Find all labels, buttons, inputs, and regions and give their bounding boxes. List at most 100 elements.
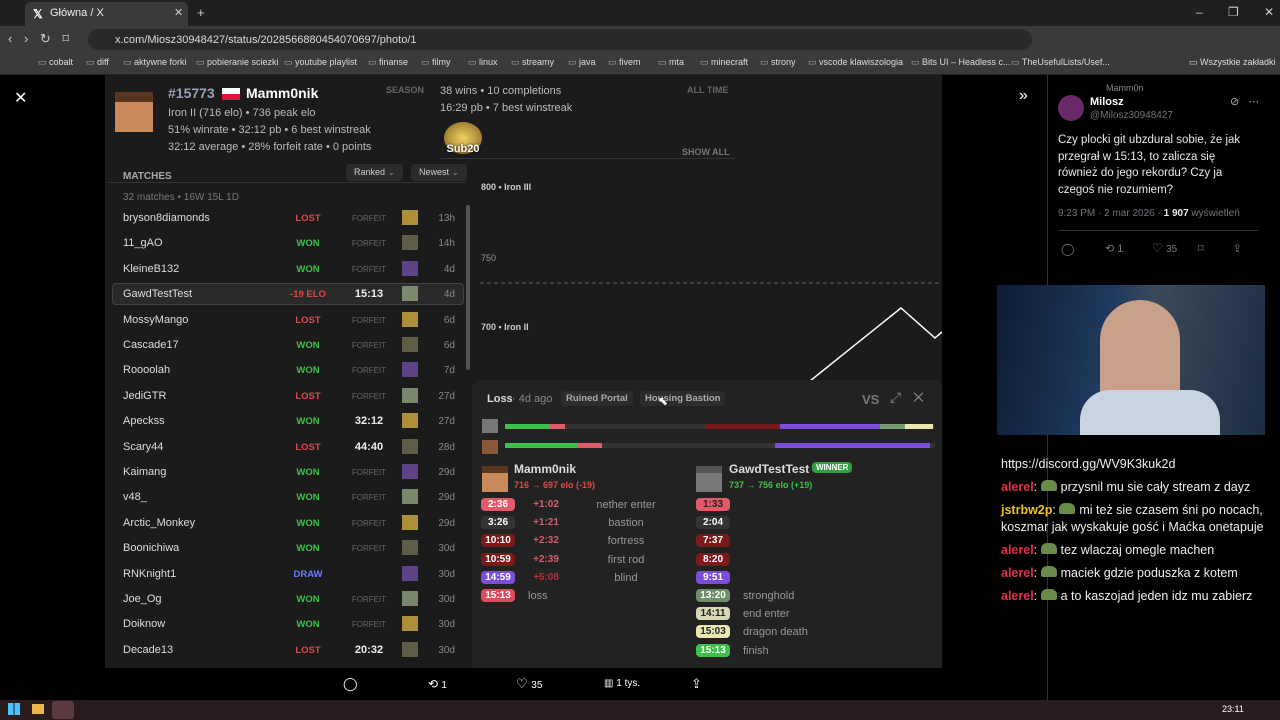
bar-seg [775, 443, 930, 448]
filter-dropdown[interactable]: Newest ⌄ [411, 164, 468, 181]
explorer-icon[interactable] [32, 704, 44, 714]
bookmark[interactable]: ▭ filmy [421, 57, 451, 68]
bar-seg [577, 443, 602, 448]
bookmark-icon: ▭ [700, 57, 712, 67]
sub20-badge-icon [444, 122, 482, 154]
seed-icon [402, 489, 418, 505]
start-button[interactable] [8, 703, 20, 715]
bookmark[interactable]: ▭ cobalt [38, 57, 73, 68]
split-diff: +5:08 [533, 571, 559, 583]
seed-icon [402, 616, 418, 632]
bookmark[interactable]: ▭ diff [86, 57, 109, 68]
tweet-menu[interactable]: ⊘ ⋯ [1230, 96, 1260, 108]
bookmark[interactable]: ▭ TheUsefulLists/Usef... [1011, 57, 1110, 68]
tweet-text: Czy plocki git ubzdural sobie, że jak pr… [1058, 134, 1241, 196]
match-time: 15:13 [354, 288, 384, 301]
bookmark[interactable]: ▭ streamy [511, 57, 554, 68]
match-ago: 30d [438, 568, 455, 580]
new-tab[interactable]: + [197, 5, 205, 20]
scrollbar[interactable] [466, 205, 470, 370]
like-button[interactable]: ♡ 35 [1152, 241, 1178, 255]
opponent: v48_ [123, 491, 147, 504]
tab-close[interactable]: ✕ [174, 7, 184, 19]
all-bookmarks[interactable]: ▭ Wszystkie zakładki [1189, 57, 1276, 68]
detail-controls[interactable]: ⤢ ✕ [890, 389, 924, 405]
tab[interactable] [25, 2, 188, 26]
bookmark-share[interactable]: ⌑ ⇪ [1198, 243, 1242, 255]
matches-header: MATCHES [123, 171, 172, 182]
reply-button[interactable]: ◯ [1061, 242, 1075, 256]
bookmark[interactable]: ▭ vscode klawiszologia [808, 57, 903, 68]
reply-button[interactable]: ◯ [343, 676, 358, 691]
views[interactable]: ▥ 1 tys. [604, 678, 641, 689]
result: WON [296, 517, 320, 529]
tweet-views-label: wyświetleń [1191, 208, 1240, 219]
omnibox[interactable] [88, 29, 1032, 50]
window-controls[interactable]: – ❐ ✕ [1196, 5, 1275, 19]
split-time: 14:59 [481, 570, 515, 584]
dropdown-arrow: ⌄ [385, 167, 396, 177]
split-label: finish [743, 644, 769, 657]
bookmark[interactable]: ▭ mta [658, 57, 684, 68]
match-time: FORFEIT [351, 341, 387, 350]
webcam-shirt [1080, 390, 1220, 435]
share-button[interactable]: ⇪ [691, 676, 702, 691]
bookmark-icon: ▭ [368, 57, 380, 67]
browser-icon[interactable] [52, 701, 74, 719]
split-time: 13:20 [696, 589, 730, 602]
filter-dropdown[interactable]: Ranked ⌄ [346, 164, 404, 181]
bookmark-icon: ▭ [86, 57, 98, 67]
seed-icon [402, 210, 418, 225]
repost-button[interactable]: ⟲ 1 [1105, 243, 1124, 255]
opponent: Joe_Og [123, 593, 162, 605]
bookmark-icon: ▭ [123, 57, 135, 67]
season-label: SEASON [386, 85, 425, 95]
like-count: 35 [1166, 244, 1178, 255]
tab-icon: 𝕏 [33, 7, 43, 21]
seed-icon [402, 641, 418, 657]
result: LOST [295, 644, 321, 656]
tweet-handle[interactable]: @Milosz30948427 [1090, 110, 1173, 121]
bookmark[interactable]: ▭ pobieranie sciezki [196, 57, 279, 68]
collapse-panel[interactable]: » [1019, 87, 1028, 104]
opponent: Kaimang [123, 466, 167, 478]
emote [1040, 589, 1057, 600]
bookmark-label: Bits UI – Headless c... [922, 57, 1011, 67]
opponent: JediGTR [123, 389, 167, 402]
bookmark[interactable]: ▭ Bits UI – Headless c... [911, 57, 1011, 68]
opponent: Cascade17 [123, 339, 179, 351]
bookmark[interactable]: ▭ minecraft [700, 57, 748, 68]
seed-icon [402, 514, 418, 530]
bookmark-icon: ▭ [511, 57, 523, 67]
bookmark[interactable]: ▭ aktywne forki [123, 57, 187, 68]
bookmark-icon: ▭ [568, 57, 580, 67]
match-time: 32:12 [354, 415, 384, 428]
match-ago: 27d [438, 390, 455, 402]
bookmark[interactable]: ▭ youtube playlist [284, 57, 357, 68]
match-row[interactable] [112, 283, 464, 306]
season-stat: Iron II (716 elo) • 736 peak elo [168, 107, 316, 119]
player-avatar [115, 92, 153, 132]
show-all[interactable]: SHOW ALL [682, 147, 730, 157]
like-button[interactable]: ♡ 35 [516, 676, 543, 691]
nav-buttons[interactable]: ‹ › ↻ ⌑ [8, 31, 70, 46]
split-time: 14:11 [696, 607, 730, 621]
match-ago: 4d [443, 289, 455, 301]
bookmark[interactable]: ▭ fivem [608, 57, 641, 68]
opponent: Scary44 [123, 440, 164, 453]
close-photo[interactable]: ✕ [14, 90, 28, 107]
match-ago: 30d [438, 543, 455, 555]
bookmark[interactable]: ▭ finanse [368, 57, 408, 68]
chart-label: 700 • Iron II [481, 322, 529, 332]
bookmark-label: cobalt [49, 57, 74, 67]
bookmark[interactable]: ▭ linux [468, 57, 498, 68]
bookmark-icon: ▭ [468, 57, 480, 67]
repost-button[interactable]: ⟲ 1 [428, 677, 447, 691]
tweet-author[interactable]: Milosz [1090, 96, 1124, 108]
bookmark[interactable]: ▭ java [568, 57, 596, 68]
split-time: 2:04 [696, 516, 730, 530]
season-stat: 32:12 average • 28% forfeit rate • 0 poi… [168, 141, 372, 153]
bookmark[interactable]: ▭ strony [760, 57, 796, 68]
result: WON [296, 416, 320, 428]
